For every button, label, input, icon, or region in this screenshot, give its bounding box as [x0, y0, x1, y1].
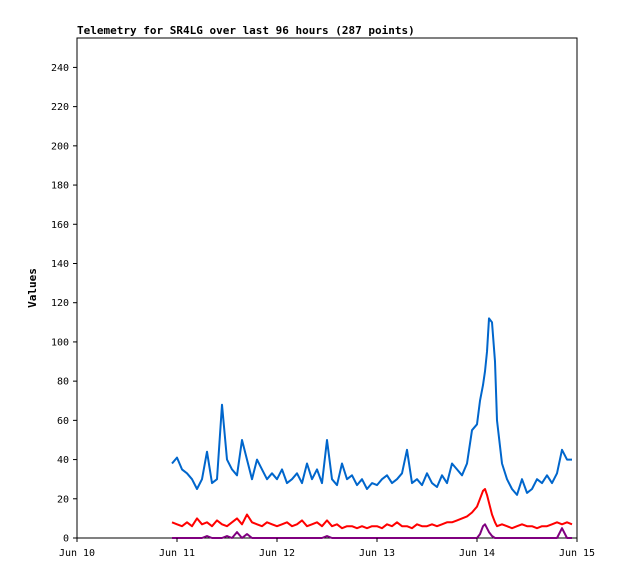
y-tick-label: 140	[51, 259, 69, 270]
x-tick-label: Jun 13	[359, 548, 395, 559]
series-lines	[171, 317, 573, 539]
x-axis: Jun 10 Jun 11 Jun 12 Jun 13 Jun 14 Jun 15	[59, 538, 595, 559]
y-tick-label: 100	[51, 337, 69, 348]
y-tick-label: 200	[51, 141, 69, 152]
x-tick-label: Jun 15	[559, 548, 595, 559]
y-tick-label: 120	[51, 298, 69, 309]
x-tick-label: Jun 12	[259, 548, 295, 559]
y-axis-label: Values	[26, 268, 39, 308]
y-axis: 0 20 40 60 80 100 120 140 160 180 200 220 240	[51, 63, 77, 545]
x-tick-label: Jun 14	[459, 548, 495, 559]
y-tick-label: 160	[51, 220, 69, 231]
x-tick-label: Jun 11	[159, 548, 195, 559]
y-tick-label: 180	[51, 181, 69, 192]
y-tick-label: 40	[57, 455, 69, 466]
series-line-3	[172, 523, 572, 539]
y-tick-label: 80	[57, 377, 69, 388]
y-tick-label: 240	[51, 63, 69, 74]
plot-area	[76, 37, 578, 539]
y-tick-label: 60	[57, 416, 69, 427]
chart-title: Telemetry for SR4LG over last 96 hours (…	[77, 24, 415, 37]
y-tick-label: 220	[51, 102, 69, 113]
series-line-2	[171, 488, 573, 530]
x-tick-label: Jun 10	[59, 548, 95, 559]
y-tick-label: 20	[57, 494, 69, 505]
y-tick-label: 0	[63, 534, 69, 545]
series-line-1	[171, 317, 572, 496]
